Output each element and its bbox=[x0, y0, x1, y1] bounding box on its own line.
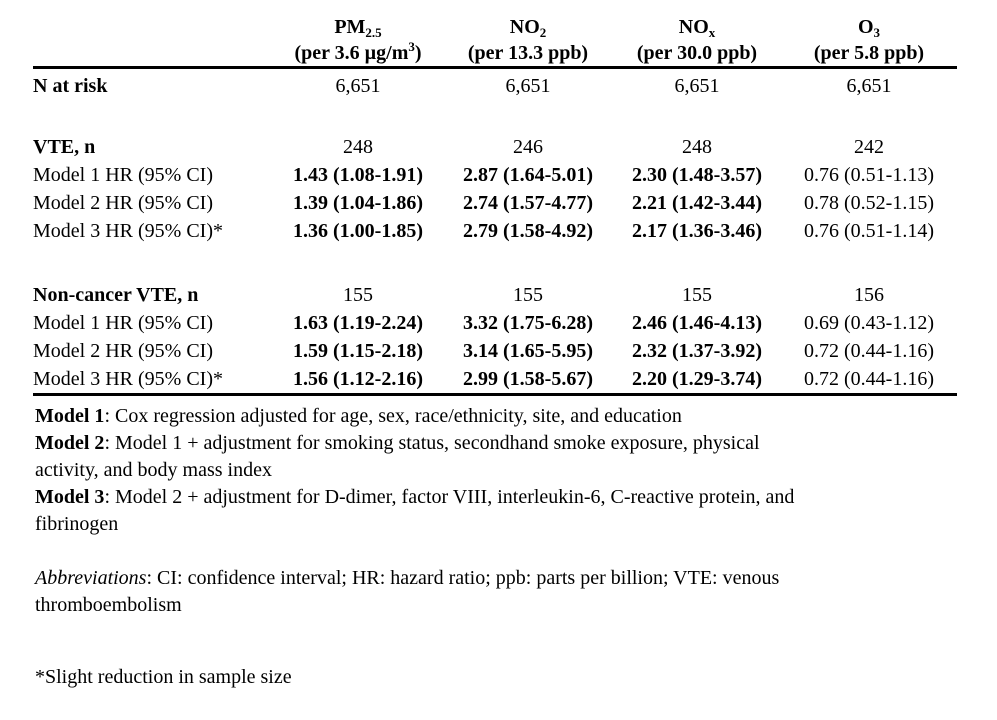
row-label: Model 3 HR (95% CI)* bbox=[33, 220, 223, 242]
abbreviations-text: : CI: confidence interval; HR: hazard ra… bbox=[146, 567, 780, 589]
header-empty-cell bbox=[33, 14, 273, 69]
model3-definition: Model 3: Model 2 + adjustment for D-dime… bbox=[35, 484, 945, 511]
noncancer-model1-row: Model 1 HR (95% CI) 1.63 (1.19-2.24) 3.3… bbox=[33, 309, 957, 337]
vte-model1-row: Model 1 HR (95% CI) 1.43 (1.08-1.91) 2.8… bbox=[33, 161, 957, 189]
hr-value: 2.17 (1.36-3.46) bbox=[632, 220, 762, 242]
noncancer-model2-row: Model 2 HR (95% CI) 1.59 (1.15-2.18) 3.1… bbox=[33, 337, 957, 365]
column-header-nox: NOx (per 30.0 ppb) bbox=[613, 14, 781, 69]
hr-value: 0.69 (0.43-1.12) bbox=[804, 312, 934, 334]
pollutant-subscript: 2.5 bbox=[365, 25, 382, 40]
pollutant-subscript: x bbox=[708, 25, 716, 40]
vte-count-pm25: 248 bbox=[343, 136, 373, 158]
hr-value: 0.72 (0.44-1.16) bbox=[804, 340, 934, 362]
model3-definition-cont: fibrinogen bbox=[35, 513, 119, 535]
row-label: Model 2 HR (95% CI) bbox=[33, 192, 213, 214]
vte-count-no2: 246 bbox=[513, 136, 543, 158]
hr-value: 1.56 (1.12-2.16) bbox=[273, 365, 443, 396]
hr-value: 1.63 (1.19-2.24) bbox=[293, 312, 423, 334]
hr-value: 1.36 (1.00-1.85) bbox=[293, 220, 423, 242]
pollutant-name: O bbox=[857, 16, 874, 38]
hr-value: 2.74 (1.57-4.77) bbox=[463, 192, 593, 214]
model3-text: : Model 2 + adjustment for D-dimer, fact… bbox=[104, 486, 795, 508]
spacer-row bbox=[33, 103, 957, 133]
n-at-risk-o3: 6,651 bbox=[846, 75, 892, 97]
n-at-risk-no2: 6,651 bbox=[505, 75, 551, 97]
noncancer-count-pm25: 155 bbox=[343, 284, 373, 306]
hr-value: 2.20 (1.29-3.74) bbox=[613, 365, 781, 396]
table-footnotes: Model 1: Cox regression adjusted for age… bbox=[35, 403, 945, 691]
pollutant-subscript: 3 bbox=[873, 25, 881, 40]
model1-label: Model 1 bbox=[35, 405, 105, 427]
model2-definition: Model 2: Model 1 + adjustment for smokin… bbox=[35, 430, 945, 457]
model1-definition: Model 1: Cox regression adjusted for age… bbox=[35, 403, 945, 430]
pollutant-unit-close: ) bbox=[414, 42, 422, 64]
model2-label: Model 2 bbox=[35, 432, 105, 454]
noncancer-vte-count-row: Non-cancer VTE, n 155 155 155 156 bbox=[33, 281, 957, 309]
hr-value: 3.32 (1.75-6.28) bbox=[463, 312, 593, 334]
row-label: N at risk bbox=[33, 75, 108, 97]
noncancer-model3-row: Model 3 HR (95% CI)* 1.56 (1.12-2.16) 2.… bbox=[33, 365, 957, 396]
hr-value: 2.87 (1.64-5.01) bbox=[463, 164, 593, 186]
hr-value: 1.39 (1.04-1.86) bbox=[293, 192, 423, 214]
pollutant-subscript: 2 bbox=[539, 25, 547, 40]
pollutant-name: NO bbox=[509, 16, 540, 38]
hr-value: 2.46 (1.46-4.13) bbox=[632, 312, 762, 334]
pollutant-unit-superscript: 3 bbox=[408, 39, 415, 54]
model1-text: : Cox regression adjusted for age, sex, … bbox=[104, 405, 682, 427]
model2-text: : Model 1 + adjustment for smoking statu… bbox=[104, 432, 760, 454]
hr-value: 2.79 (1.58-4.92) bbox=[463, 220, 593, 242]
hr-value: 0.76 (0.51-1.14) bbox=[804, 220, 934, 242]
pollutant-unit: (per 3.6 µg/m bbox=[294, 42, 409, 64]
column-header-no2: NO2 (per 13.3 ppb) bbox=[443, 14, 613, 69]
hr-value: 0.72 (0.44-1.16) bbox=[781, 365, 957, 396]
pollutant-unit: (per 5.8 ppb) bbox=[813, 42, 925, 64]
noncancer-count-nox: 155 bbox=[682, 284, 712, 306]
hr-value: 2.32 (1.37-3.92) bbox=[632, 340, 762, 362]
column-header-o3: O3 (per 5.8 ppb) bbox=[781, 14, 957, 69]
pollutant-unit: (per 13.3 ppb) bbox=[467, 42, 589, 64]
vte-model2-row: Model 2 HR (95% CI) 1.39 (1.04-1.86) 2.7… bbox=[33, 189, 957, 217]
hr-value: 1.43 (1.08-1.91) bbox=[293, 164, 423, 186]
model2-definition-cont: activity, and body mass index bbox=[35, 459, 272, 481]
hazard-ratio-table: PM2.5 (per 3.6 µg/m3) NO2 (per 13.3 ppb)… bbox=[33, 14, 957, 396]
hr-value: 0.76 (0.51-1.13) bbox=[804, 164, 934, 186]
row-label: Model 1 HR (95% CI) bbox=[33, 164, 213, 186]
n-at-risk-nox: 6,651 bbox=[674, 75, 720, 97]
model3-label: Model 3 bbox=[35, 486, 105, 508]
hazard-ratio-table-wrap: PM2.5 (per 3.6 µg/m3) NO2 (per 13.3 ppb)… bbox=[33, 14, 957, 396]
hr-value: 2.21 (1.42-3.44) bbox=[632, 192, 762, 214]
pollutant-unit: (per 30.0 ppb) bbox=[636, 42, 758, 64]
n-at-risk-row: N at risk 6,651 6,651 6,651 6,651 bbox=[33, 68, 957, 104]
header-row: PM2.5 (per 3.6 µg/m3) NO2 (per 13.3 ppb)… bbox=[33, 14, 957, 69]
noncancer-count-no2: 155 bbox=[513, 284, 543, 306]
row-label: Model 1 HR (95% CI) bbox=[33, 312, 213, 334]
column-header-pm25: PM2.5 (per 3.6 µg/m3) bbox=[273, 14, 443, 69]
hr-value: 1.59 (1.15-2.18) bbox=[293, 340, 423, 362]
row-label: Model 3 HR (95% CI)* bbox=[33, 365, 273, 396]
vte-count-row: VTE, n 248 246 248 242 bbox=[33, 133, 957, 161]
section-label: Non-cancer VTE, n bbox=[33, 284, 199, 306]
abbreviations-label: Abbreviations bbox=[35, 567, 147, 589]
hr-value: 0.78 (0.52-1.15) bbox=[804, 192, 934, 214]
vte-count-nox: 248 bbox=[682, 136, 712, 158]
asterisk-footnote: *Slight reduction in sample size bbox=[35, 666, 292, 688]
hr-value: 2.30 (1.48-3.57) bbox=[632, 164, 762, 186]
pollutant-name: PM bbox=[334, 16, 366, 38]
hr-value: 2.99 (1.58-5.67) bbox=[443, 365, 613, 396]
abbreviations-cont: thromboembolism bbox=[35, 594, 182, 616]
vte-model3-row: Model 3 HR (95% CI)* 1.36 (1.00-1.85) 2.… bbox=[33, 217, 957, 245]
n-at-risk-pm25: 6,651 bbox=[335, 75, 381, 97]
pollutant-name: NO bbox=[678, 16, 709, 38]
abbreviations-note: Abbreviations: CI: confidence interval; … bbox=[35, 565, 945, 619]
section-label: VTE, n bbox=[33, 136, 96, 158]
hr-value: 3.14 (1.65-5.95) bbox=[463, 340, 593, 362]
vte-count-o3: 242 bbox=[854, 136, 884, 158]
noncancer-count-o3: 156 bbox=[854, 284, 884, 306]
row-label: Model 2 HR (95% CI) bbox=[33, 340, 213, 362]
spacer-row bbox=[33, 245, 957, 281]
